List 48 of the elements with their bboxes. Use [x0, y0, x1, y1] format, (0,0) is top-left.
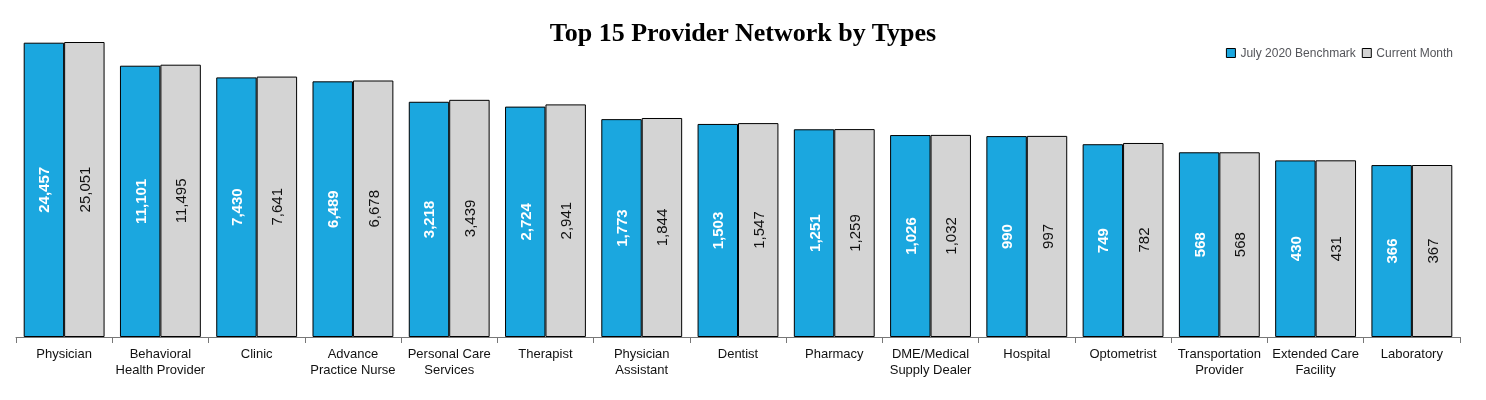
- data-label: 782: [1134, 227, 1152, 253]
- data-label: 3,218: [420, 200, 438, 239]
- x-tick-label: Clinic: [240, 345, 274, 361]
- x-tick-label: DME/Medical Supply Dealer: [889, 345, 973, 377]
- x-tick-label: Optometrist: [1089, 345, 1158, 361]
- data-label: 24,457: [35, 166, 53, 213]
- data-label: 3,439: [460, 199, 478, 238]
- data-label: 11,495: [172, 178, 190, 224]
- x-tick-label: Transportation Provider: [1177, 345, 1262, 377]
- data-label: 7,641: [268, 188, 286, 226]
- x-tick-label: Hospital: [1003, 345, 1051, 361]
- data-label: 2,941: [557, 201, 575, 240]
- data-label: 1,259: [845, 214, 863, 252]
- data-label: 25,051: [75, 166, 93, 213]
- data-label: 1,032: [942, 217, 960, 255]
- data-label: 2,724: [516, 202, 534, 241]
- x-tick-label: Physician: [36, 345, 92, 361]
- data-label: 7,430: [227, 188, 245, 226]
- data-label: 6,678: [364, 189, 382, 228]
- data-label: 749: [1094, 228, 1112, 254]
- x-tick-label: Laboratory: [1380, 345, 1444, 361]
- data-label: 367: [1423, 238, 1441, 264]
- legend-label: July 2020 Benchmark: [1240, 46, 1357, 60]
- data-label: 568: [1190, 232, 1208, 258]
- x-tick-label: Physician Assistant: [613, 345, 670, 377]
- data-label: 11,101: [131, 178, 149, 224]
- legend-label: Current Month: [1376, 46, 1453, 60]
- data-label: 1,503: [709, 211, 727, 250]
- x-tick-label: Pharmacy: [805, 345, 865, 361]
- data-label: 1,547: [749, 211, 767, 249]
- data-label: 1,773: [613, 209, 631, 247]
- x-tick-label: Therapist: [518, 345, 573, 361]
- data-label: 1,844: [653, 208, 671, 247]
- data-label: 568: [1231, 232, 1249, 258]
- chart-title: Top 15 Provider Network by Types: [549, 17, 937, 47]
- x-tick-label: Extended Care Facility: [1272, 345, 1359, 377]
- x-tick-label: Behavioral Health Provider: [115, 345, 206, 377]
- x-tick-label: Personal Care Services: [407, 345, 491, 377]
- data-label: 990: [998, 224, 1016, 250]
- data-label: 997: [1038, 223, 1056, 249]
- x-tick-label: Advance Practice Nurse: [310, 345, 396, 377]
- data-label: 366: [1383, 238, 1401, 264]
- data-label: 431: [1327, 236, 1345, 262]
- x-tick-label: Dentist: [717, 345, 759, 361]
- data-label: 1,251: [805, 214, 823, 252]
- data-label: 430: [1286, 236, 1304, 262]
- data-label: 1,026: [901, 217, 919, 255]
- data-label: 6,489: [324, 190, 342, 228]
